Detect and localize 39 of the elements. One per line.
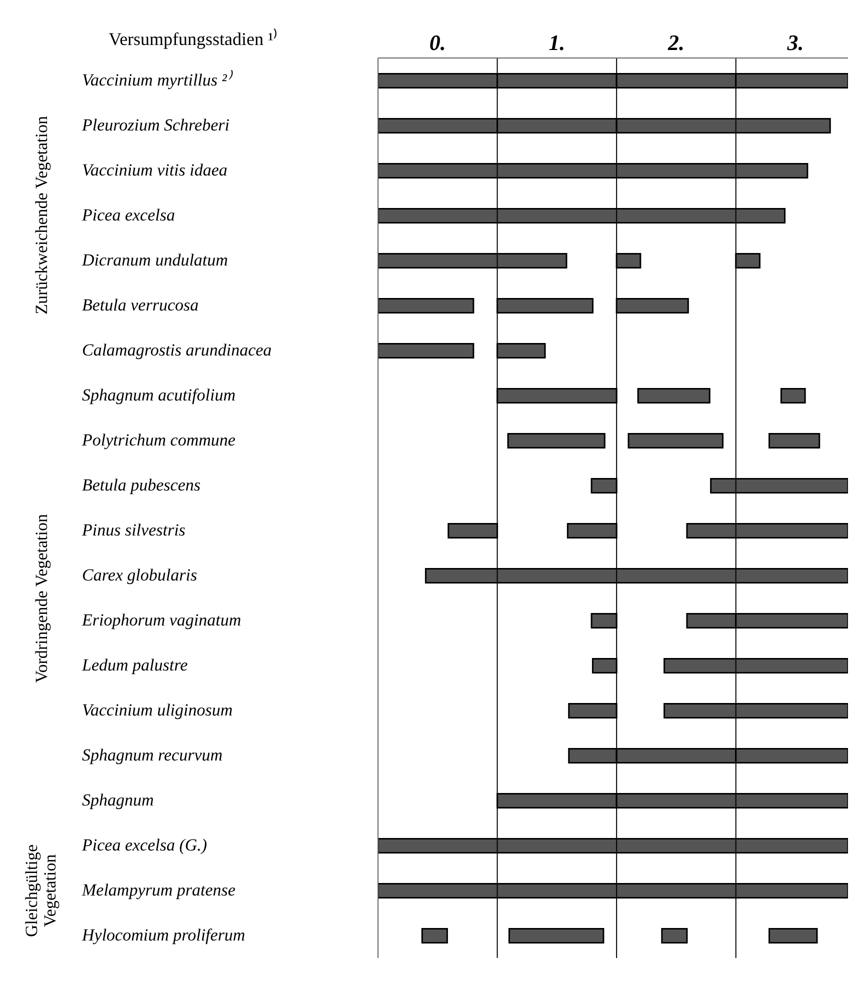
y-tick-label: Betula verrucosa: [82, 296, 199, 314]
bar: [768, 928, 818, 944]
y-tick-label: Sphagnum recurvum: [82, 746, 223, 764]
y-tick-label: Melampyrum pratense: [81, 880, 236, 900]
bar: [421, 928, 448, 944]
bar: [507, 433, 606, 448]
y-tick-label: Carex globularis: [82, 566, 198, 584]
y-tick-label: Sphagnum acutifolium: [82, 386, 236, 404]
y-tick-label: Pinus silvestris: [81, 520, 186, 540]
y-tick-label: Vaccinium uliginosum: [82, 700, 233, 720]
bar: [378, 343, 474, 358]
text: Versumpfungsstadien ¹⁾: [108, 28, 278, 51]
y-tick-label: Hylocomium proliferum: [81, 926, 246, 944]
y-tick-label: Eriophorum vaginatum: [81, 610, 242, 630]
bar: [768, 433, 820, 448]
y-tick-label: Pleurozium Schreberi: [81, 116, 230, 134]
bar: [661, 928, 688, 944]
bar: [637, 388, 710, 404]
y-tick-label: Betula pubescens: [82, 476, 201, 494]
y-tick-label: Picea excelsa: [81, 206, 175, 224]
text: Zurückweichende Vegetation: [32, 116, 52, 315]
x-tick-label: 0.: [429, 30, 446, 55]
y-tick-label: Vaccinium myrtillus ²⁾: [82, 70, 233, 90]
bar: [378, 298, 474, 314]
bar: [508, 928, 604, 944]
x-tick-label: 2.: [666, 30, 684, 55]
y-tick-label: Vaccinium vitis idaea: [82, 160, 228, 180]
bar: [628, 433, 724, 448]
text: Gleichgültige Vegetation: [22, 843, 61, 939]
y-tick-label: Polytrichum commune: [81, 430, 236, 450]
y-tick-label: Sphagnum: [82, 790, 154, 810]
bar: [780, 388, 806, 404]
y-tick-label: Ledum palustre: [81, 656, 188, 674]
y-tick-label: Picea excelsa (G.): [81, 836, 208, 854]
x-tick-label: 3.: [786, 30, 804, 55]
y-tick-label: Dicranum undulatum: [81, 250, 228, 270]
x-tick-label: 1.: [548, 30, 566, 55]
text: Vordringende Vegetation: [32, 514, 52, 682]
y-tick-label: Calamagrostis arundinacea: [82, 340, 272, 360]
